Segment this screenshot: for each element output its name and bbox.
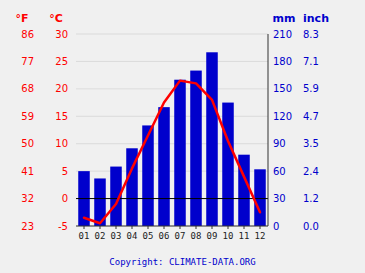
x-tick-label: 04 [127, 231, 138, 241]
mm-tick-label: 180 [273, 56, 292, 67]
grid-line [76, 198, 268, 199]
mm-tick-label: 210 [273, 29, 292, 40]
x-tick-label: 05 [143, 231, 154, 241]
x-tick [260, 226, 261, 229]
x-tick-label: 01 [79, 231, 90, 241]
x-tick [244, 226, 245, 229]
celsius-tick-label: -5 [58, 221, 68, 232]
fahrenheit-tick-label: 68 [21, 83, 34, 94]
x-tick-label: 11 [239, 231, 250, 241]
precipitation-bar [254, 169, 266, 226]
celsius-tick-label: 0 [62, 193, 68, 204]
x-tick-label: 12 [255, 231, 266, 241]
precipitation-bar [190, 71, 202, 226]
celsius-header: °C [49, 12, 63, 25]
grid-line [76, 34, 268, 35]
celsius-tick-label: 15 [55, 111, 68, 122]
x-tick [132, 226, 133, 229]
grid-line [76, 143, 268, 144]
x-tick [196, 226, 197, 229]
mm-tick-label: 90 [273, 138, 286, 149]
plot-area [76, 52, 268, 226]
x-tick [212, 226, 213, 229]
x-tick-label: 03 [111, 231, 122, 241]
inch-tick-label: 1.2 [303, 193, 319, 204]
celsius-tick-label: 10 [55, 138, 68, 149]
x-tick [148, 226, 149, 229]
inch-tick-label: 5.9 [303, 83, 319, 94]
zero-line [76, 198, 268, 199]
grid-line [76, 61, 268, 62]
grid-line [76, 88, 268, 89]
mm-tick-label: 60 [273, 166, 286, 177]
precipitation-bar [174, 80, 186, 226]
fahrenheit-tick-label: 50 [21, 138, 34, 149]
fahrenheit-tick-label: 41 [21, 166, 34, 177]
x-tick [164, 226, 165, 229]
celsius-tick-label: 30 [55, 29, 68, 40]
inch-tick-label: 4.7 [303, 111, 319, 122]
x-tick-label: 06 [159, 231, 170, 241]
inch-tick-label: 7.1 [303, 56, 319, 67]
fahrenheit-tick-label: 32 [21, 193, 34, 204]
x-tick [116, 226, 117, 229]
mm-tick-label: 0 [273, 221, 279, 232]
inch-tick-label: 0.0 [303, 221, 319, 232]
x-tick [84, 226, 85, 229]
inch-tick-label: 8.3 [303, 29, 319, 40]
x-tick-label: 02 [95, 231, 106, 241]
right-axis-line [268, 34, 269, 226]
mm-header: mm [273, 12, 296, 25]
inch-header: inch [303, 12, 329, 25]
fahrenheit-tick-label: 23 [21, 221, 34, 232]
mm-tick-label: 120 [273, 111, 292, 122]
x-tick-label: 10 [223, 231, 234, 241]
inch-tick-label: 3.5 [303, 138, 319, 149]
fahrenheit-tick-label: 59 [21, 111, 34, 122]
chart: 0102030405060708091011122332415059687786… [0, 0, 365, 273]
inch-tick-label: 2.4 [303, 166, 319, 177]
x-tick [228, 226, 229, 229]
grid-line [76, 226, 268, 227]
x-tick-label: 08 [191, 231, 202, 241]
mm-tick-label: 150 [273, 83, 292, 94]
x-tick-label: 09 [207, 231, 218, 241]
precipitation-bar [222, 103, 234, 226]
precipitation-bar [158, 107, 170, 226]
fahrenheit-tick-label: 77 [21, 56, 34, 67]
temperature-line [84, 81, 260, 224]
precipitation-bar [206, 52, 218, 226]
copyright-annotation: Copyright: CLIMATE-DATA.ORG [109, 257, 255, 267]
fahrenheit-header: °F [15, 12, 28, 25]
x-tick [100, 226, 101, 229]
celsius-tick-label: 5 [62, 166, 68, 177]
x-tick [180, 226, 181, 229]
precipitation-bar [142, 125, 154, 226]
x-axis-line [76, 226, 268, 227]
celsius-tick-label: 20 [55, 83, 68, 94]
celsius-tick-label: 25 [55, 56, 68, 67]
fahrenheit-tick-label: 86 [21, 29, 34, 40]
mm-tick-label: 30 [273, 193, 286, 204]
grid-line [76, 116, 268, 117]
x-tick-label: 07 [175, 231, 186, 241]
